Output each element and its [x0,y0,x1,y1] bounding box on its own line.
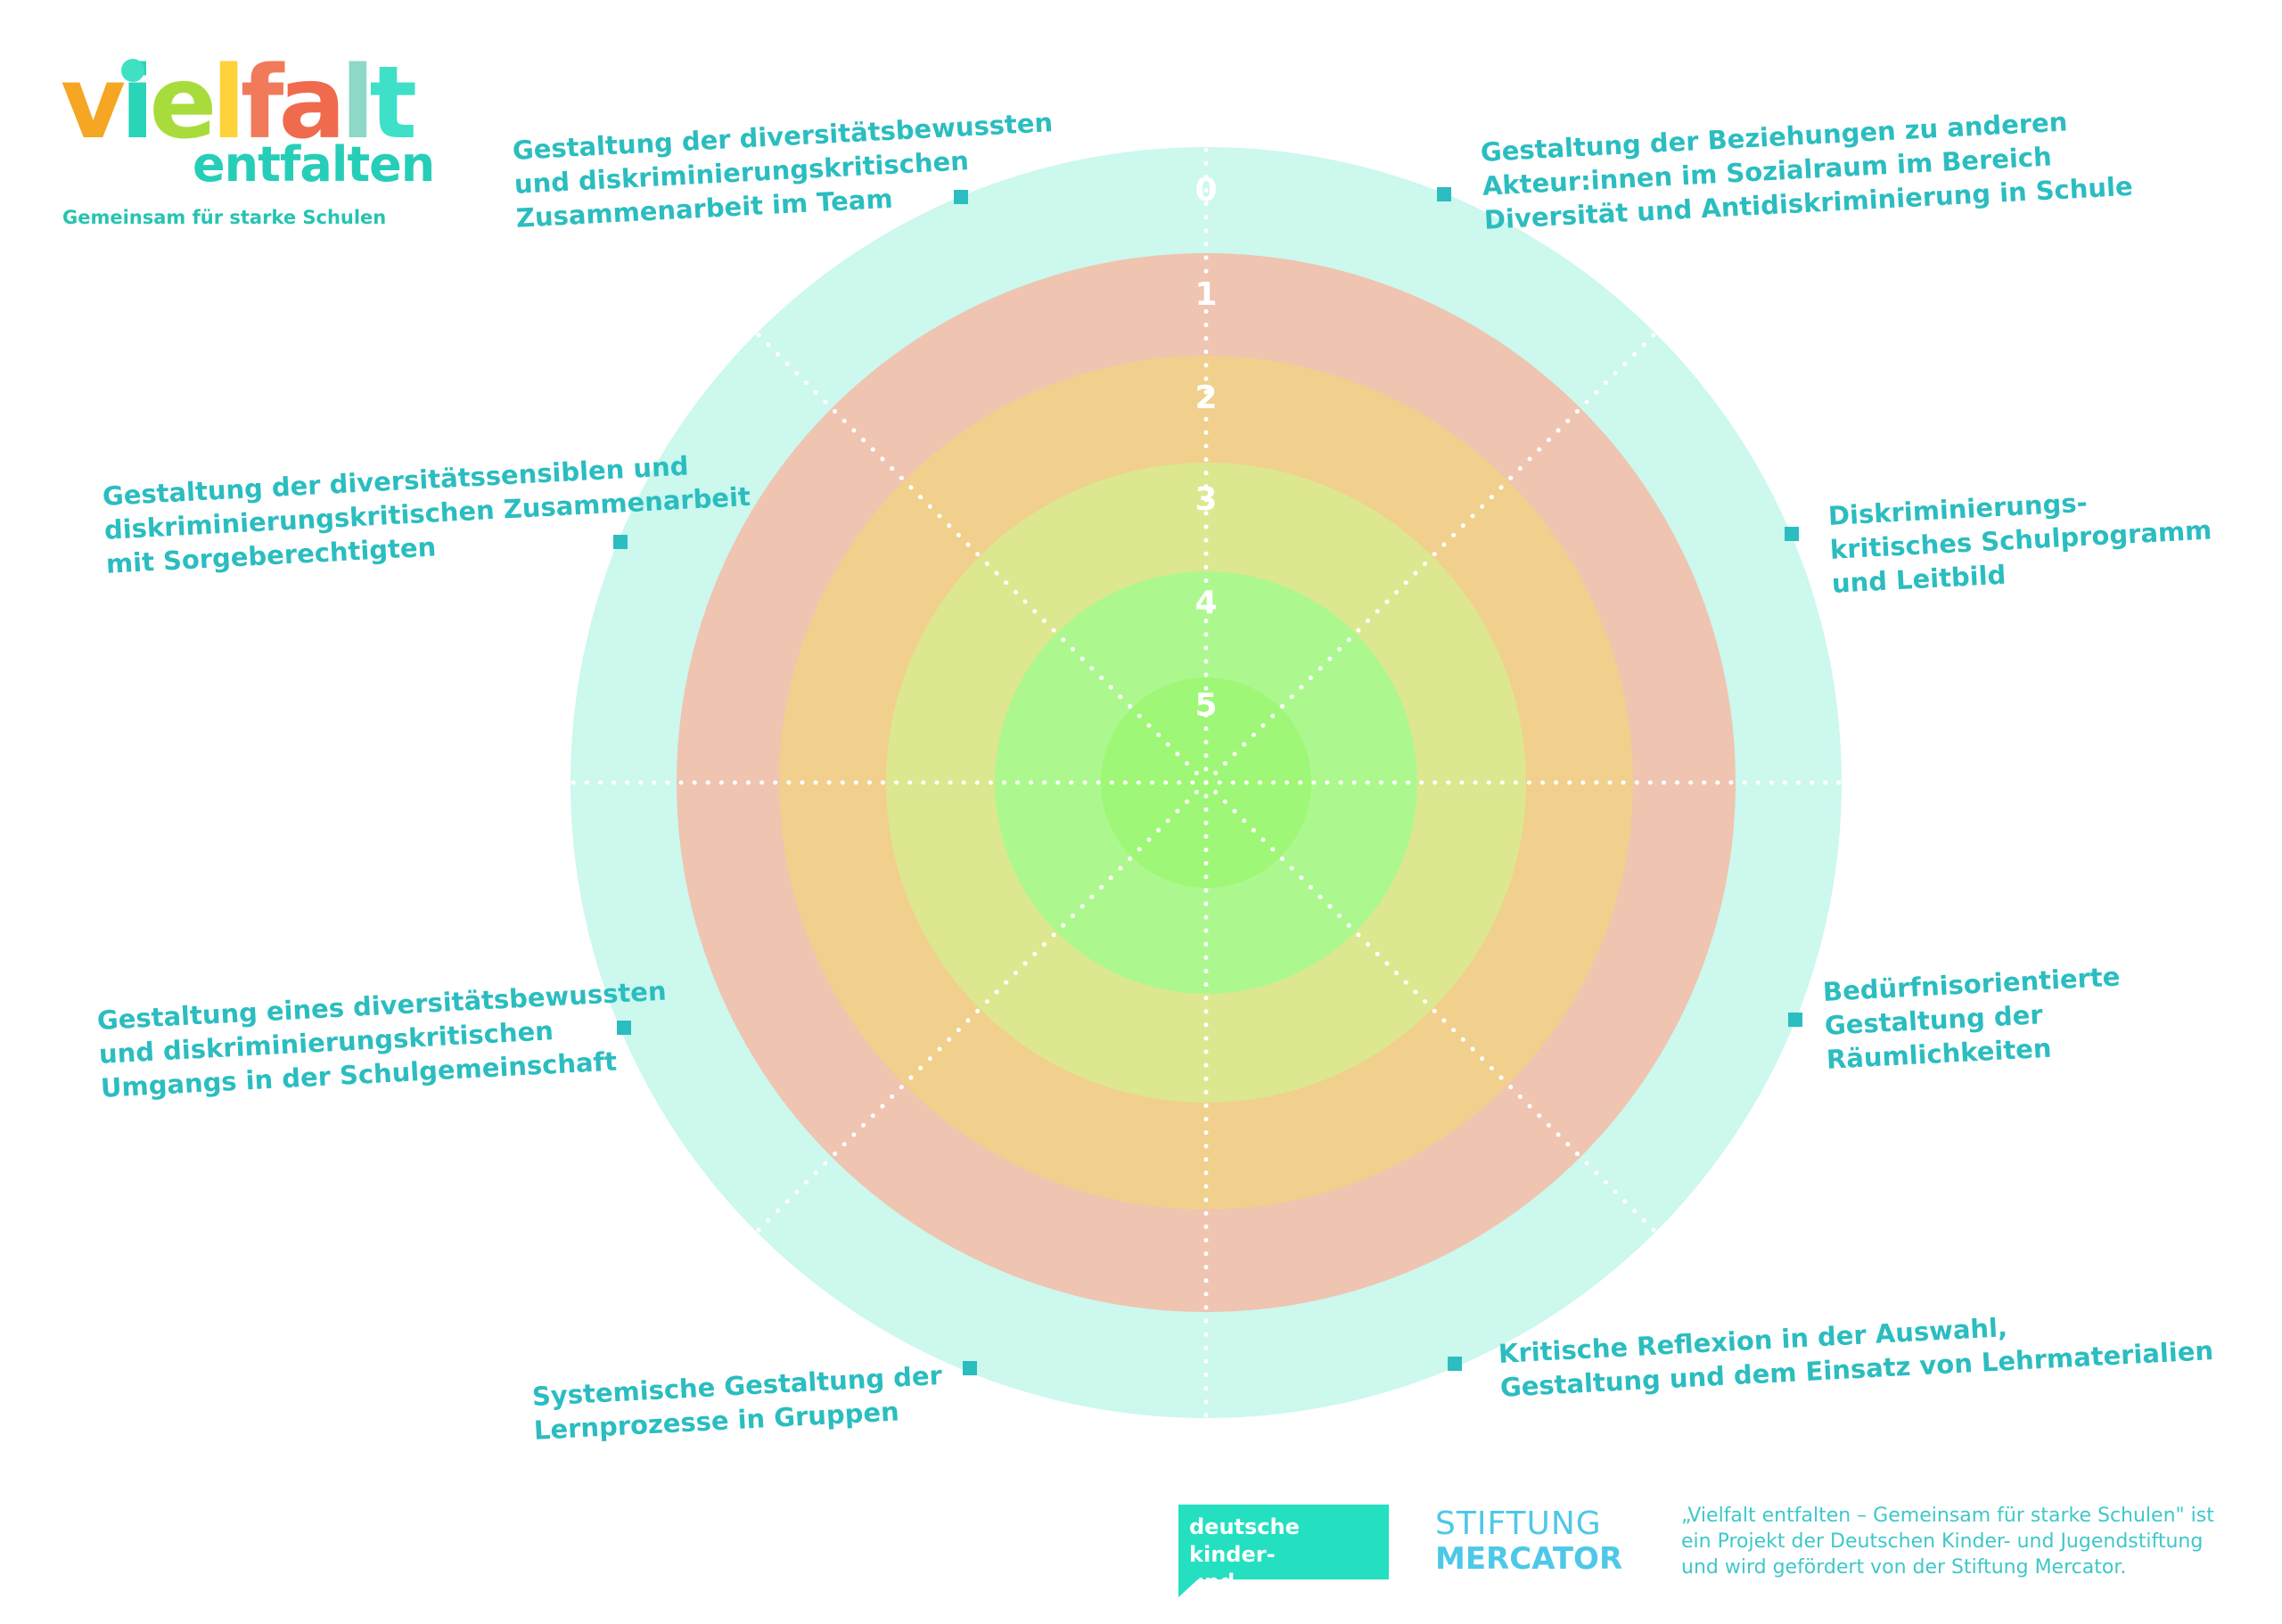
dkjs-line-1: deutsche kinder- [1189,1514,1300,1567]
dimension-label-schulprogramm: Diskriminierungs-kritisches Schulprogram… [1827,487,2213,599]
spoke-line [1203,329,1660,785]
vielfalt-entfalten-logo: vielfalt entfalten vielfalt [61,53,435,232]
spoke-line [1203,780,1660,1236]
dimension-marker [1437,187,1451,201]
dkjs-logo: deutsche kinder- und jugendstiftung [1178,1505,1389,1622]
mercator-logo: STIFTUNG MERCATOR [1435,1505,1623,1577]
dimension-marker [1785,527,1799,541]
logo-dot [121,59,144,82]
level-label-4: 4 [1194,585,1217,621]
level-label-5: 5 [1194,687,1217,724]
level-label-2: 2 [1194,380,1217,416]
spoke-line [752,329,1209,785]
level-label-3: 3 [1194,481,1217,518]
dimension-marker [617,1021,631,1035]
dimension-marker [954,190,968,204]
project-credit: „Vielfalt entfalten – Gemeinsam für star… [1681,1505,2214,1579]
dkjs-logo-tail [1178,1578,1200,1597]
dimension-marker [963,1361,977,1375]
level-label-1: 1 [1194,276,1217,313]
logo-wordmark: vielfalt [61,45,417,161]
dimension-marker [1788,1013,1802,1027]
logo-subword: entfalten [193,136,435,193]
dimension-label-raeumlichkeiten: Bedürfnisorientierte Gestaltung der Räumli… [1822,961,2122,1075]
dimension-marker [1448,1357,1462,1371]
dkjs-line-2: und jugendstiftung [1189,1570,1368,1622]
mercator-top: STIFTUNG [1435,1505,1602,1542]
dimension-marker [613,535,628,549]
logo-tagline: Gemeinsam für starke Schulen [62,207,387,228]
mercator-bottom: MERCATOR [1435,1541,1623,1577]
level-label-0: 0 [1194,172,1217,209]
spoke-line [752,780,1209,1236]
